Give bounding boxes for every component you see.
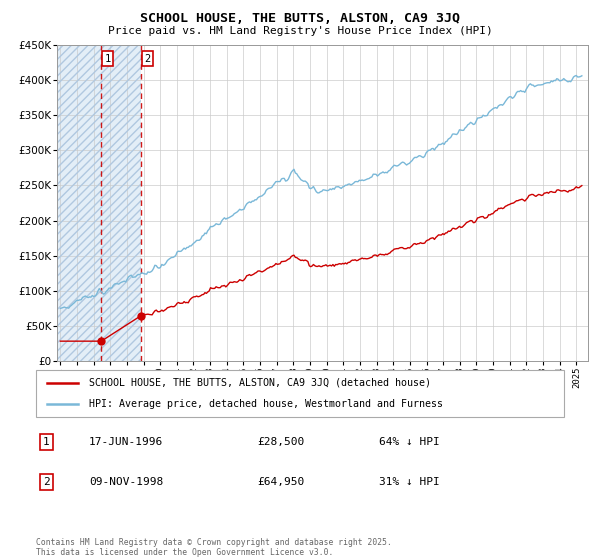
Text: £28,500: £28,500 xyxy=(258,437,305,447)
Text: 17-JUN-1996: 17-JUN-1996 xyxy=(89,437,163,447)
Bar xyxy=(101,45,141,361)
Text: SCHOOL HOUSE, THE BUTTS, ALSTON, CA9 3JQ (detached house): SCHOOL HOUSE, THE BUTTS, ALSTON, CA9 3JQ… xyxy=(89,378,431,388)
FancyBboxPatch shape xyxy=(36,370,564,417)
Text: 64% ↓ HPI: 64% ↓ HPI xyxy=(379,437,440,447)
Text: 2: 2 xyxy=(145,54,151,64)
Text: 09-NOV-1998: 09-NOV-1998 xyxy=(89,477,163,487)
Text: 2: 2 xyxy=(43,477,50,487)
Text: HPI: Average price, detached house, Westmorland and Furness: HPI: Average price, detached house, West… xyxy=(89,399,443,409)
Text: £64,950: £64,950 xyxy=(258,477,305,487)
Bar xyxy=(57,45,101,361)
Text: Price paid vs. HM Land Registry's House Price Index (HPI): Price paid vs. HM Land Registry's House … xyxy=(107,26,493,36)
Text: Contains HM Land Registry data © Crown copyright and database right 2025.
This d: Contains HM Land Registry data © Crown c… xyxy=(36,538,392,557)
Bar xyxy=(57,45,101,361)
Text: 1: 1 xyxy=(43,437,50,447)
Text: 1: 1 xyxy=(104,54,111,64)
Bar xyxy=(101,45,141,361)
Text: 31% ↓ HPI: 31% ↓ HPI xyxy=(379,477,440,487)
Text: SCHOOL HOUSE, THE BUTTS, ALSTON, CA9 3JQ: SCHOOL HOUSE, THE BUTTS, ALSTON, CA9 3JQ xyxy=(140,12,460,25)
